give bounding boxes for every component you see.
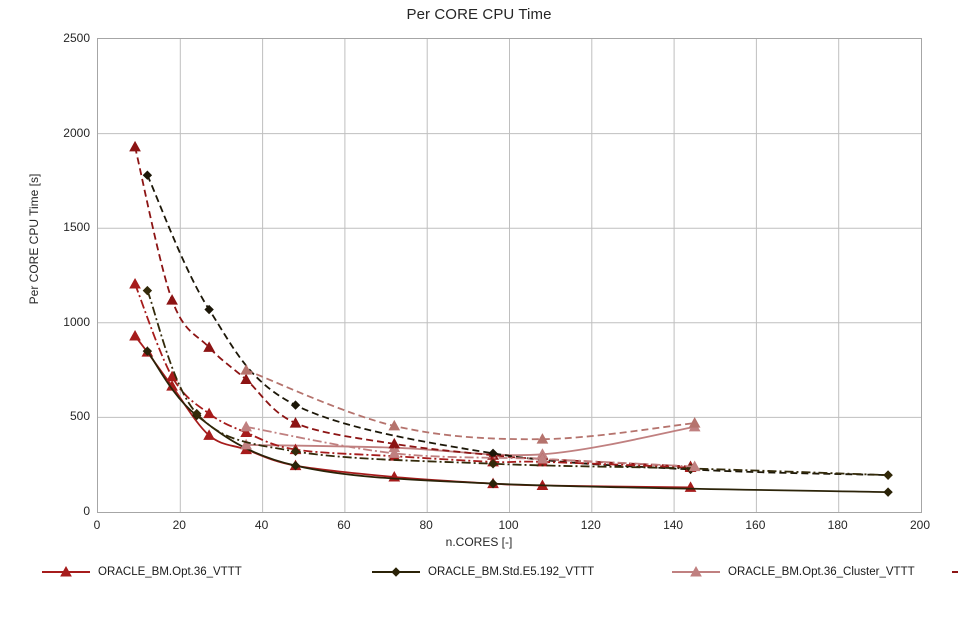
y-tick-label: 2500	[63, 31, 90, 45]
legend-swatch-triangle-icon	[42, 565, 90, 577]
y-tick-label: 500	[69, 409, 90, 424]
series-6	[129, 277, 697, 473]
x-tick-label: 20	[172, 518, 186, 532]
x-tick-label: 100	[498, 518, 519, 532]
plot-area	[97, 38, 922, 513]
grid-lines	[98, 39, 921, 512]
x-tick-label: 80	[419, 518, 433, 532]
legend-item[interactable]: ORACLE_BM.Opt.36_GAS	[950, 565, 958, 579]
series-3	[129, 140, 697, 472]
y-tick-label: 1500	[63, 220, 90, 235]
legend-item[interactable]: ORACLE_BM.Opt.36_Cluster_VTTT	[670, 565, 950, 579]
series-5	[240, 364, 701, 444]
chart-legend: ORACLE_BM.Opt.36_VTTT ORACLE_BM.Std.E5.19…	[40, 560, 958, 634]
series-7	[142, 285, 893, 480]
x-axis-title: n.CORES [-]	[445, 535, 513, 549]
legend-swatch-triangle-icon	[672, 565, 720, 577]
legend-label: ORACLE_BM.Opt.36_VTTT	[98, 566, 242, 578]
y-tick-label: 2000	[63, 125, 90, 140]
series-8	[240, 420, 701, 472]
x-tick-label: 140	[663, 518, 684, 532]
x-tick-label: 0	[93, 518, 101, 532]
legend-label: ORACLE_BM.Opt.36_Cluster_VTTT	[728, 566, 915, 578]
x-tick-label: 180	[827, 518, 848, 532]
y-axis-title: Per CORE CPU Time [s]	[27, 173, 41, 305]
x-tick-label: 120	[580, 518, 601, 532]
x-tick-label: 60	[337, 518, 351, 532]
legend-label: ORACLE_BM.Std.E5.192_VTTT	[428, 566, 595, 578]
page-title: Per CORE CPU Time	[406, 6, 552, 23]
legend-swatch-diamond-icon	[372, 567, 420, 577]
series-4	[142, 170, 893, 480]
series-1	[142, 346, 893, 497]
x-tick-label: 200	[909, 518, 931, 532]
legend-item[interactable]: ORACLE_BM.Std.E5.192_VTTT	[370, 565, 670, 579]
y-tick-label: 0	[83, 504, 90, 518]
legend-swatch-triangle-icon	[952, 571, 958, 573]
x-tick-label: 160	[745, 518, 766, 532]
legend-item[interactable]: ORACLE_BM.Opt.36_VTTT	[40, 565, 370, 579]
x-tick-label: 40	[254, 518, 269, 532]
series-lines	[129, 140, 893, 497]
y-tick-label: 1000	[63, 314, 90, 329]
